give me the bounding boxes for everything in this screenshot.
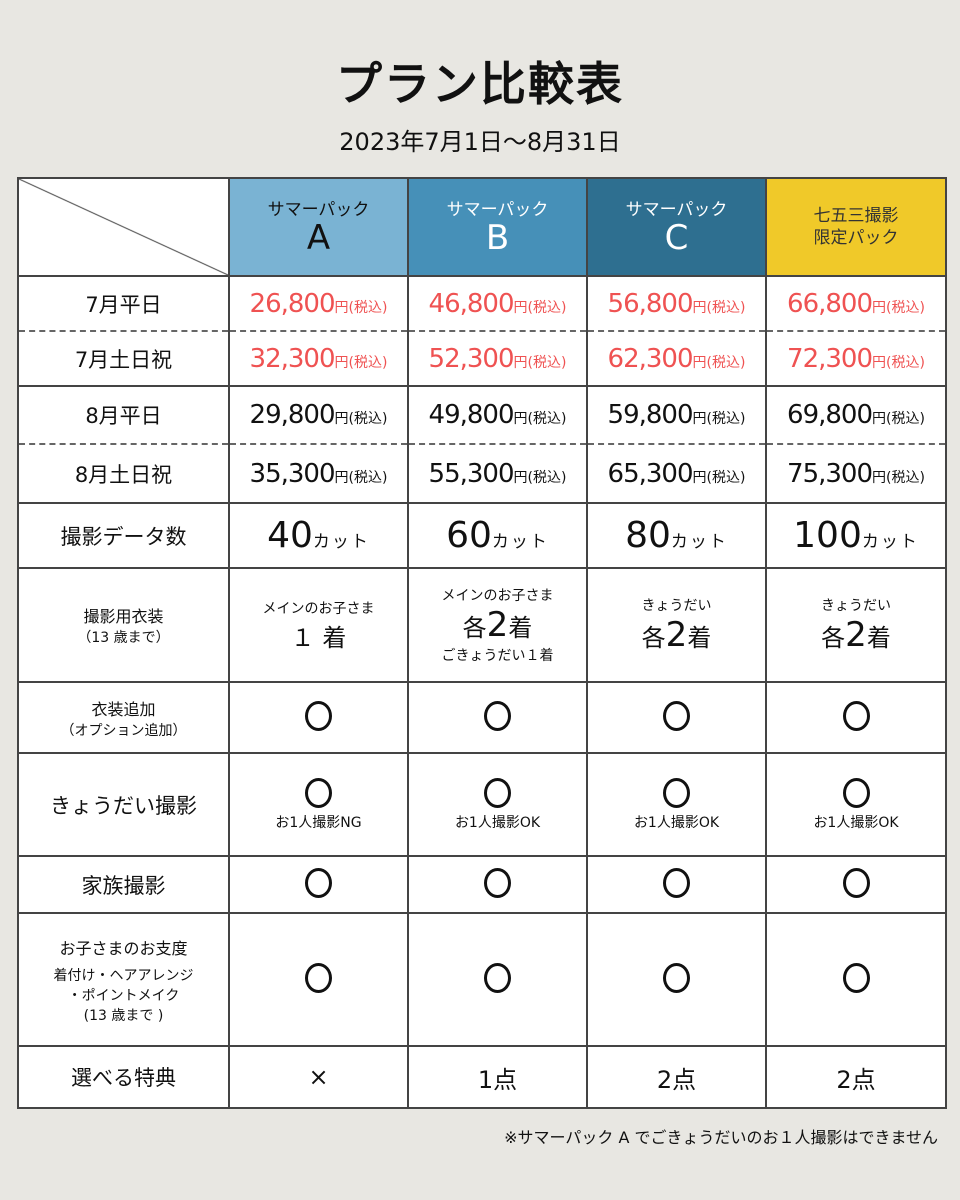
plan-d-header: 七五三撮影 限定パック [765,177,947,277]
row-label: 7月土日祝 [17,330,230,387]
price-cell: 69,800円(税込) [765,385,947,445]
bonus-cell: 2点 [586,1045,767,1109]
price-cell: 29,800円(税込) [228,385,409,445]
circle-mark-icon [842,700,870,731]
price-cell: 35,300円(税込) [228,443,409,504]
price-cell: 26,800円(税込) [228,275,409,332]
price-cell: 49,800円(税込) [407,385,588,445]
row-label: 8月土日祝 [17,443,230,504]
table-row: 衣装追加 （オプション追加） [17,681,947,754]
price-cell: 52,300円(税込) [407,330,588,387]
circle-mark-icon [663,867,690,898]
bonus-cell: 1点 [407,1045,588,1109]
cut-count-cell: 40カット [228,502,409,569]
circle-mark-icon [842,867,870,898]
bonus-cell: 2点 [765,1045,947,1109]
circle-mark-icon [842,962,870,993]
period: 2023年7月1日〜8月31日 [339,128,621,156]
table-row: 撮影データ数 40カット 60カット 80カット 100カット [17,502,947,569]
table-row: 家族撮影 [17,855,947,914]
price-cell: 32,300円(税込) [228,330,409,387]
row-label: お子さまのお支度 着付け・ヘアアレンジ ・ポイントメイク (13 歳まで ) [17,912,230,1047]
price-cell: 72,300円(税込) [765,330,947,387]
circle-mark-icon [305,777,332,808]
costume-cell: メインのお子さま １ 着 [228,567,409,683]
table-row: 8月平日 29,800円(税込) 49,800円(税込) 59,800円(税込) 69,… [17,385,947,445]
circle-mark-icon [305,867,332,898]
circle-mark-icon [663,962,690,993]
table-row: 選べる特典 × 1点 2点 2点 [17,1045,947,1109]
row-label: 家族撮影 [17,855,230,914]
cut-count-cell: 60カット [407,502,588,569]
price-cell: 56,800円(税込) [586,275,767,332]
circle-mark-icon [305,700,332,731]
circle-mark-icon [484,962,511,993]
header-row: サマーパック A サマーパック B サマーパック C 七五三撮影 限定パック [17,177,947,277]
price-cell: 75,300円(税込) [765,443,947,504]
cut-count-cell: 100カット [765,502,947,569]
price-cell: 46,800円(税込) [407,275,588,332]
circle-mark-icon [842,777,870,808]
row-label: 7月平日 [17,275,230,332]
row-label: きょうだい撮影 [17,752,230,857]
table-row: きょうだい撮影 お1人撮影NG お1人撮影OK お1人撮影OK お1人撮影OK [17,752,947,857]
bonus-cell: × [228,1045,409,1109]
page-title: プラン比較表 [336,57,624,111]
table-row: 8月土日祝 35,300円(税込) 55,300円(税込) 65,300円(税込) 75… [17,443,947,504]
circle-mark-icon [484,700,511,731]
cut-count-cell: 80カット [586,502,767,569]
circle-mark-icon [305,962,332,993]
circle-mark-icon [484,777,511,808]
price-cell: 65,300円(税込) [586,443,767,504]
costume-cell: メインのお子さま 各2着 ごきょうだい１着 [407,567,588,683]
price-cell: 66,800円(税込) [765,275,947,332]
price-cell: 55,300円(税込) [407,443,588,504]
row-label: 衣装追加 （オプション追加） [17,681,230,754]
circle-mark-icon [663,777,690,808]
costume-cell: きょうだい 各2着 [586,567,767,683]
costume-cell: きょうだい 各2着 [765,567,947,683]
plan-a-header: サマーパック A [228,177,409,277]
circle-mark-icon [484,867,511,898]
table-row: 撮影用衣装 （13 歳まで） メインのお子さま １ 着 メインのお子さま 各2着 ごきょ… [17,567,947,683]
row-label: 撮影データ数 [17,502,230,569]
row-label: 選べる特典 [17,1045,230,1109]
price-cell: 62,300円(税込) [586,330,767,387]
plan-comparison-table: サマーパック A サマーパック B サマーパック C 七五三撮影 限定パック 7月平日 2… [17,177,947,1109]
circle-mark-icon [663,700,690,731]
plan-c-header: サマーパック C [586,177,767,277]
table-row: 7月土日祝 32,300円(税込) 52,300円(税込) 62,300円(税込) 72… [17,330,947,387]
footnote: ※サマーパック A でごきょうだいのお１人撮影はできません [504,1128,938,1147]
row-label: 8月平日 [17,385,230,445]
table-row: 7月平日 26,800円(税込) 46,800円(税込) 56,800円(税込) 66,… [17,275,947,332]
corner-cell [17,177,230,277]
plan-b-header: サマーパック B [407,177,588,277]
price-cell: 59,800円(税込) [586,385,767,445]
row-label: 撮影用衣装 （13 歳まで） [17,567,230,683]
table-row: お子さまのお支度 着付け・ヘアアレンジ ・ポイントメイク (13 歳まで ) [17,912,947,1047]
